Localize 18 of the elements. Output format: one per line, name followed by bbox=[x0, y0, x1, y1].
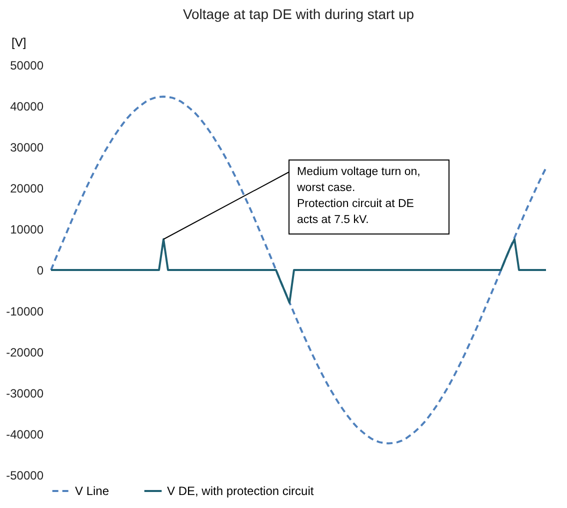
y-tick-label: 30000 bbox=[10, 140, 44, 154]
annotation: Medium voltage turn on, worst case. Protection circuit at DE acts at 7.5 kV. bbox=[296, 166, 420, 226]
chart-title: Voltage at tap DE with during start up bbox=[182, 6, 414, 22]
legend-label: V Line bbox=[75, 484, 110, 498]
y-tick-label: 10000 bbox=[10, 222, 44, 236]
y-tick-label: 20000 bbox=[10, 182, 44, 196]
line-series bbox=[50, 96, 547, 444]
y-tick-label: 40000 bbox=[10, 100, 44, 114]
y-tick-label: -40000 bbox=[6, 428, 44, 442]
y-tick-label: -20000 bbox=[6, 346, 44, 360]
y-tick-label: -50000 bbox=[6, 468, 44, 482]
y-tick-label: 0 bbox=[36, 264, 44, 278]
line-series bbox=[50, 238, 547, 304]
y-tick-label: -10000 bbox=[6, 304, 44, 318]
y-tick-label: -30000 bbox=[6, 386, 44, 400]
legend-label: V DE, with protection circuit bbox=[167, 484, 314, 498]
y-axis-title: [V] bbox=[12, 36, 26, 50]
y-tick-label: 50000 bbox=[10, 58, 44, 72]
